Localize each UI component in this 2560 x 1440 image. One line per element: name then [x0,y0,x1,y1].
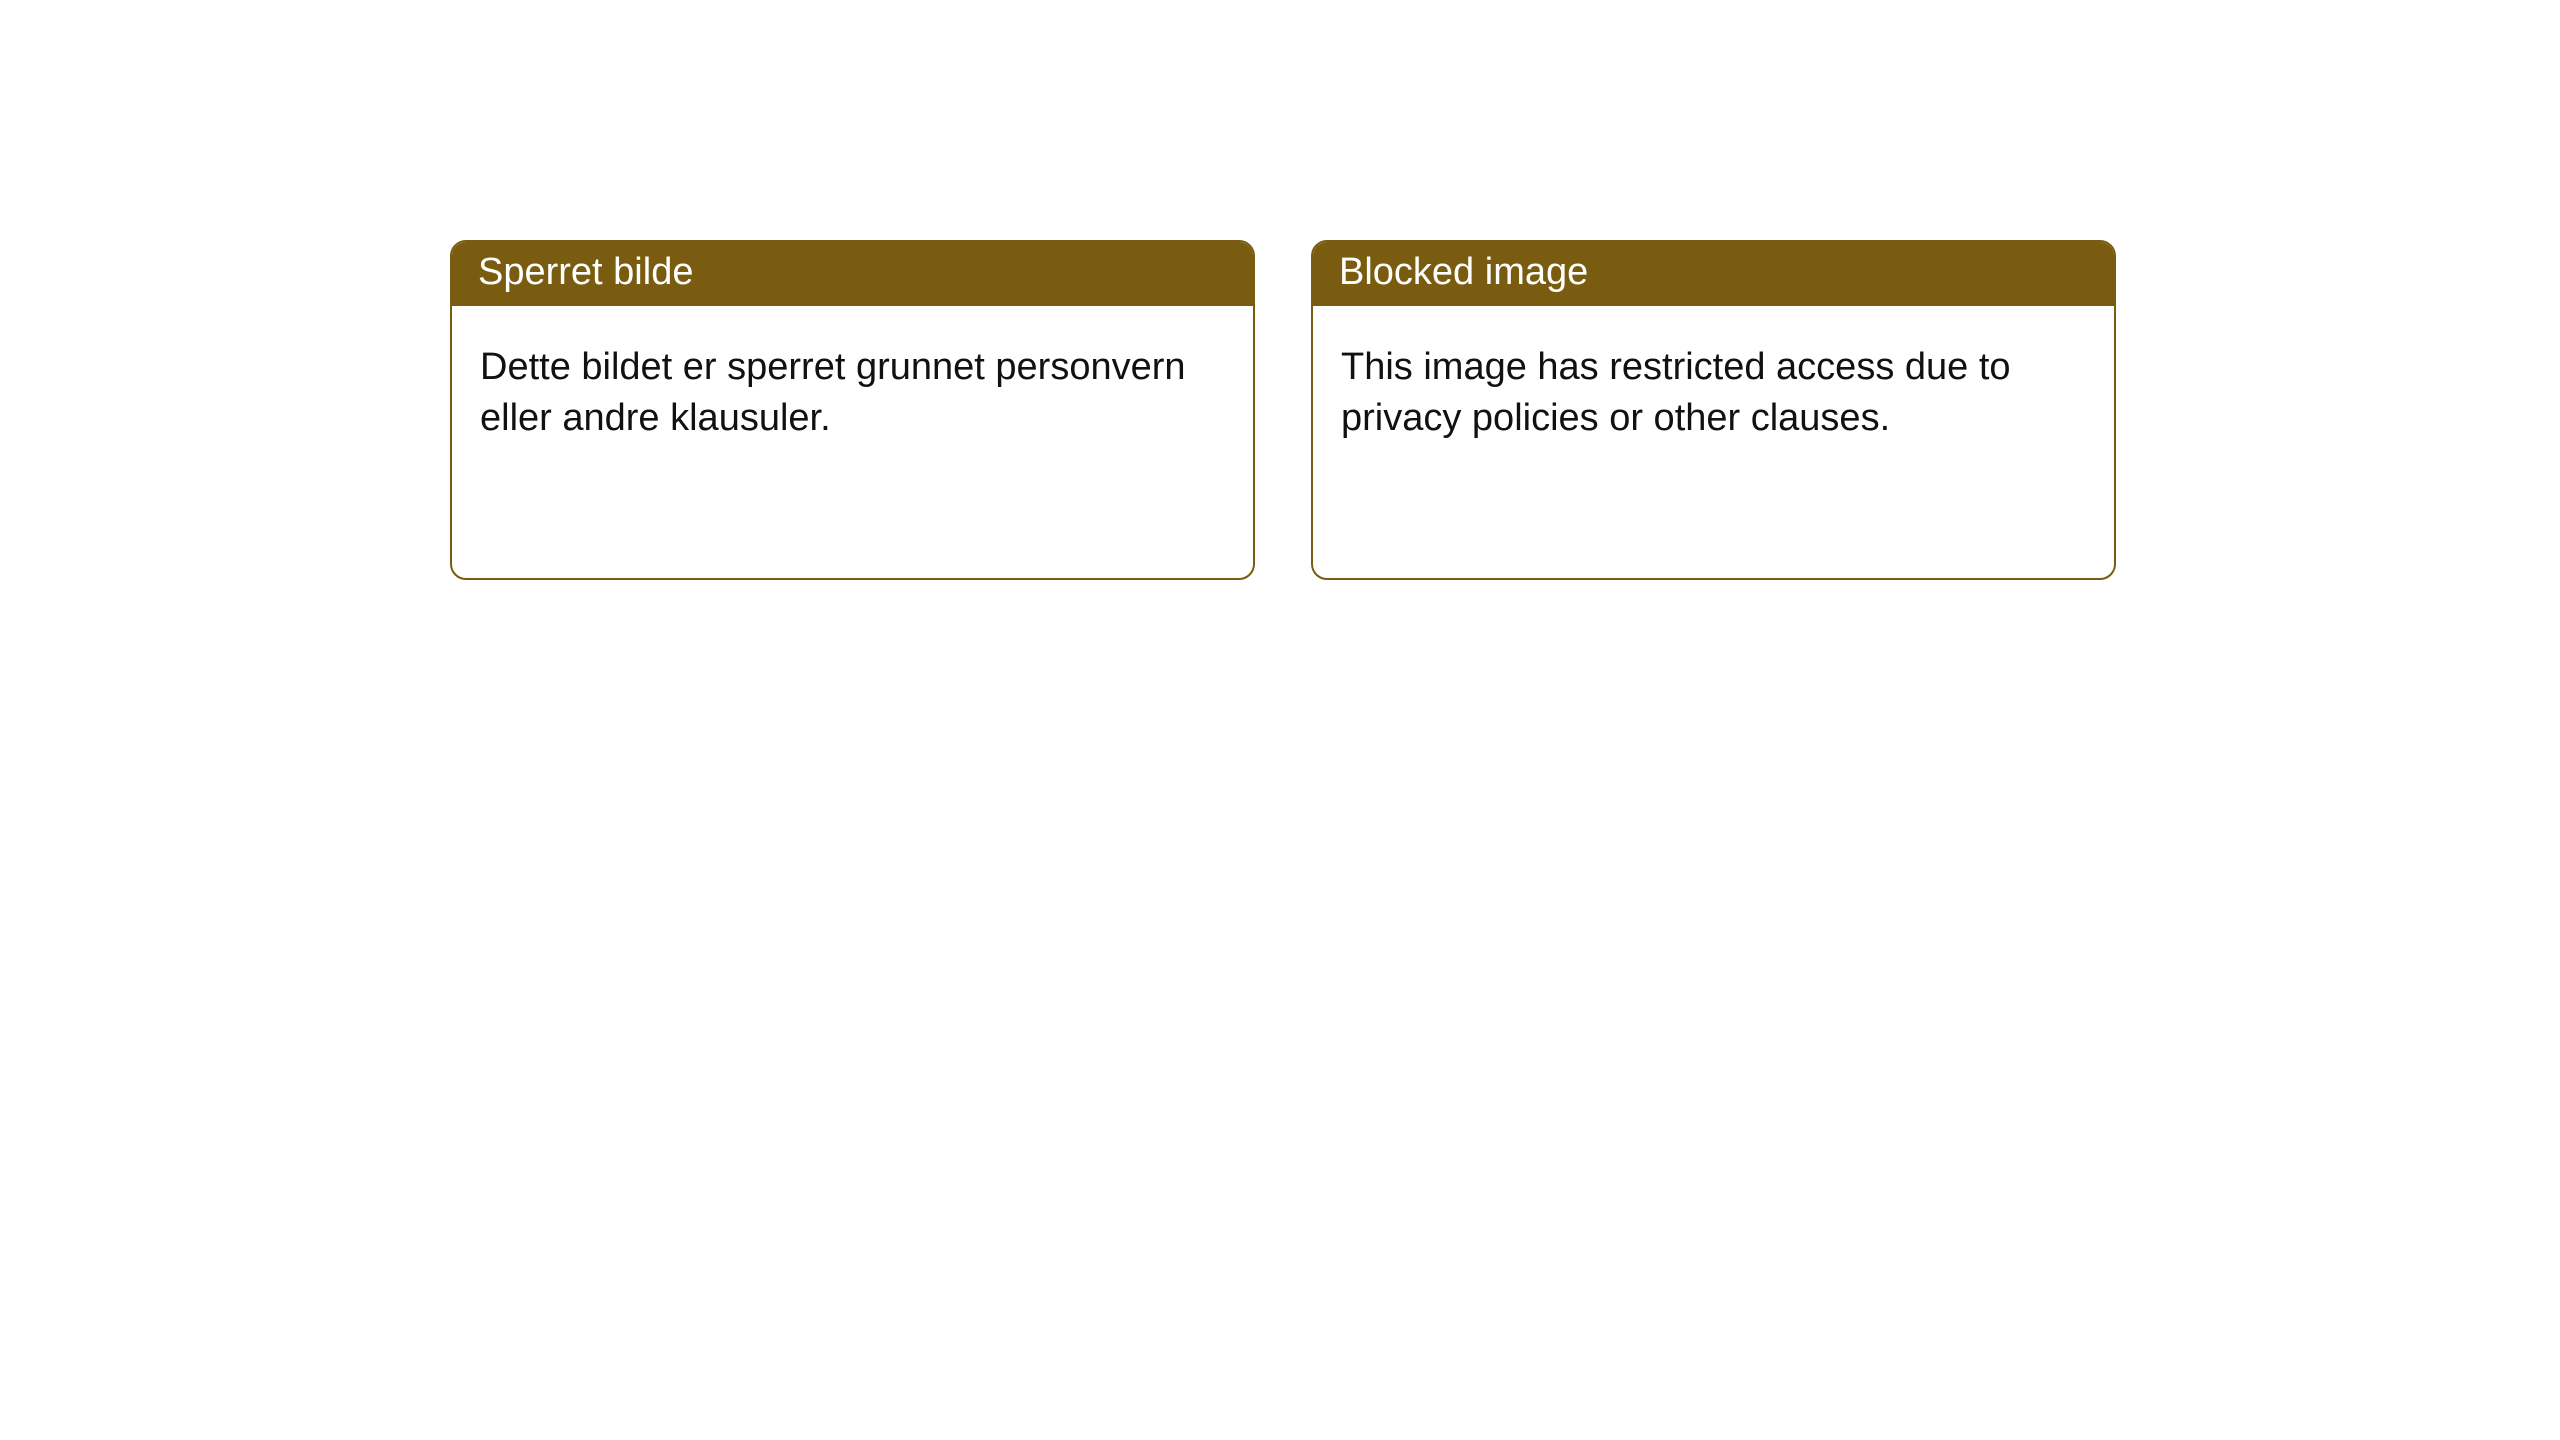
blocked-image-card-en: Blocked image This image has restricted … [1311,240,2116,580]
card-body-no: Dette bildet er sperret grunnet personve… [452,306,1253,473]
card-header-no: Sperret bilde [452,242,1253,306]
notice-cards-row: Sperret bilde Dette bildet er sperret gr… [0,0,2560,580]
card-header-en: Blocked image [1313,242,2114,306]
blocked-image-card-no: Sperret bilde Dette bildet er sperret gr… [450,240,1255,580]
card-body-en: This image has restricted access due to … [1313,306,2114,473]
